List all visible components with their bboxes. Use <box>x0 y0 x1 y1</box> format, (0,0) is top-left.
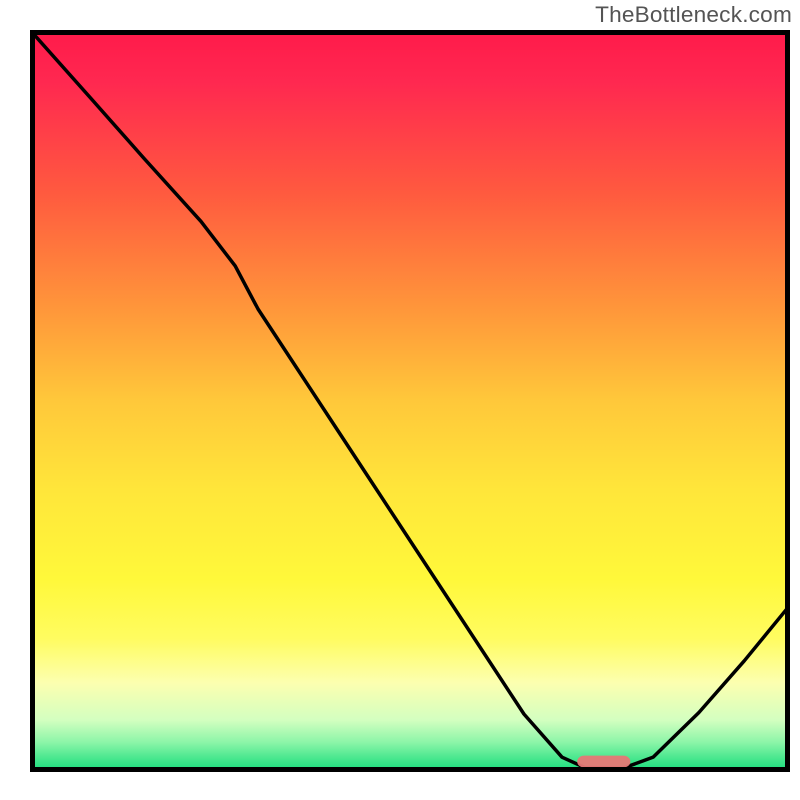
chart-container: TheBottleneck.com <box>0 0 800 800</box>
plot-area <box>30 30 790 772</box>
plot-border <box>30 30 790 772</box>
watermark-label: TheBottleneck.com <box>595 2 792 28</box>
